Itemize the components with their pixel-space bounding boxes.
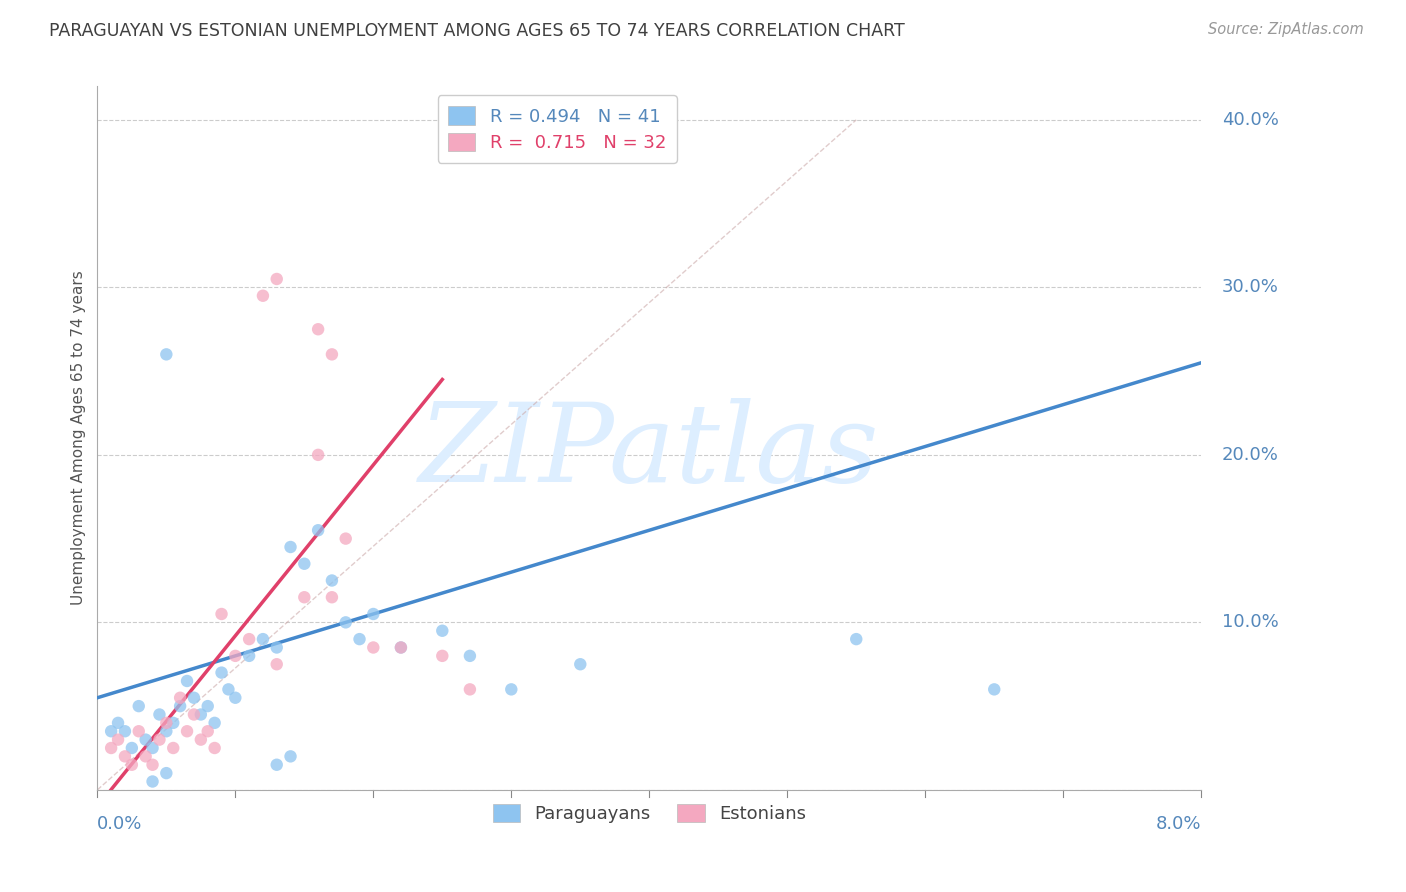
Point xyxy=(135,749,157,764)
Point xyxy=(266,640,288,655)
Point xyxy=(280,749,302,764)
Point xyxy=(458,648,481,663)
Text: 40.0%: 40.0% xyxy=(1222,111,1279,128)
Point xyxy=(155,724,177,739)
Point xyxy=(169,699,191,714)
Point xyxy=(307,523,329,537)
Point xyxy=(252,289,274,303)
Point xyxy=(100,724,122,739)
Point xyxy=(183,707,205,722)
Point xyxy=(121,741,143,756)
Text: Source: ZipAtlas.com: Source: ZipAtlas.com xyxy=(1208,22,1364,37)
Point xyxy=(292,591,315,605)
Point xyxy=(155,347,177,361)
Point xyxy=(363,607,385,621)
Point xyxy=(135,732,157,747)
Point xyxy=(100,741,122,756)
Text: 20.0%: 20.0% xyxy=(1222,446,1279,464)
Point xyxy=(169,690,191,705)
Point xyxy=(190,732,212,747)
Point xyxy=(292,557,315,571)
Point xyxy=(501,682,523,697)
Point xyxy=(121,757,143,772)
Point xyxy=(238,632,260,646)
Y-axis label: Unemployment Among Ages 65 to 74 years: Unemployment Among Ages 65 to 74 years xyxy=(72,271,86,606)
Point xyxy=(141,774,163,789)
Point xyxy=(107,715,129,730)
Point xyxy=(432,648,454,663)
Point xyxy=(204,715,226,730)
Legend: Paraguayans, Estonians: Paraguayans, Estonians xyxy=(485,797,813,830)
Point xyxy=(307,322,329,336)
Point xyxy=(155,766,177,780)
Point xyxy=(176,673,198,688)
Point xyxy=(224,690,246,705)
Point xyxy=(389,640,412,655)
Point xyxy=(266,657,288,672)
Point xyxy=(148,707,170,722)
Point xyxy=(211,607,233,621)
Point xyxy=(141,741,163,756)
Text: 30.0%: 30.0% xyxy=(1222,278,1279,296)
Point xyxy=(197,724,219,739)
Point xyxy=(148,732,170,747)
Text: PARAGUAYAN VS ESTONIAN UNEMPLOYMENT AMONG AGES 65 TO 74 YEARS CORRELATION CHART: PARAGUAYAN VS ESTONIAN UNEMPLOYMENT AMON… xyxy=(49,22,905,40)
Text: 0.0%: 0.0% xyxy=(97,815,143,833)
Point xyxy=(321,574,343,588)
Point xyxy=(190,707,212,722)
Point xyxy=(141,757,163,772)
Point xyxy=(307,448,329,462)
Point xyxy=(335,532,357,546)
Point xyxy=(155,715,177,730)
Point xyxy=(238,648,260,663)
Point xyxy=(983,682,1005,697)
Point xyxy=(107,732,129,747)
Point xyxy=(204,741,226,756)
Point xyxy=(114,724,136,739)
Point xyxy=(280,540,302,554)
Point xyxy=(569,657,592,672)
Point xyxy=(349,632,371,646)
Point xyxy=(128,724,150,739)
Point xyxy=(335,615,357,630)
Text: 10.0%: 10.0% xyxy=(1222,614,1278,632)
Point xyxy=(176,724,198,739)
Point xyxy=(211,665,233,680)
Point xyxy=(266,757,288,772)
Point xyxy=(128,699,150,714)
Text: ZIPatlas: ZIPatlas xyxy=(419,399,880,506)
Point xyxy=(114,749,136,764)
Point xyxy=(458,682,481,697)
Point xyxy=(389,640,412,655)
Point xyxy=(321,347,343,361)
Point xyxy=(252,632,274,646)
Point xyxy=(217,682,239,697)
Point xyxy=(363,640,385,655)
Point xyxy=(845,632,868,646)
Point xyxy=(321,591,343,605)
Point xyxy=(162,715,184,730)
Point xyxy=(162,741,184,756)
Point xyxy=(183,690,205,705)
Point xyxy=(197,699,219,714)
Point xyxy=(224,648,246,663)
Point xyxy=(432,624,454,638)
Point xyxy=(266,272,288,286)
Text: 8.0%: 8.0% xyxy=(1156,815,1201,833)
